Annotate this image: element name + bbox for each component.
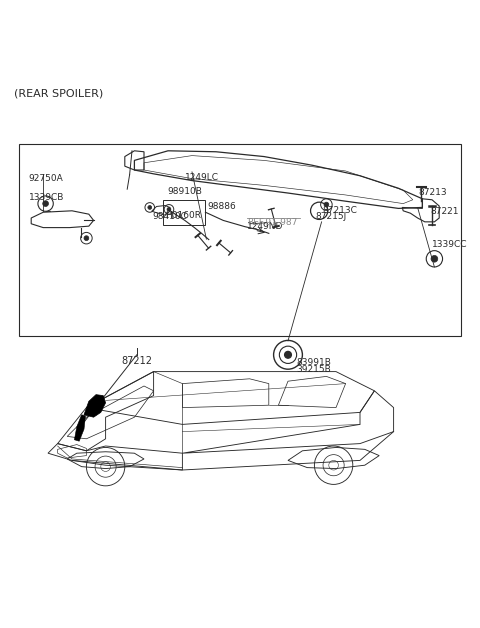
Circle shape [431, 256, 438, 262]
Polygon shape [84, 394, 106, 417]
Circle shape [43, 201, 48, 207]
Text: 98410C: 98410C [153, 212, 188, 221]
Circle shape [84, 236, 89, 241]
Text: 87213: 87213 [419, 188, 447, 197]
Circle shape [148, 205, 152, 209]
Text: (REAR SPOILER): (REAR SPOILER) [14, 89, 104, 99]
Text: 98886: 98886 [207, 202, 236, 211]
Text: 1249LC: 1249LC [185, 173, 219, 182]
Circle shape [167, 207, 171, 211]
Bar [19, 144, 461, 335]
Text: 1339CC: 1339CC [432, 240, 468, 249]
Text: H0160R: H0160R [165, 212, 201, 220]
Circle shape [324, 202, 329, 207]
Text: 98910B: 98910B [167, 187, 202, 196]
Text: 83991B: 83991B [297, 358, 332, 367]
Text: 87221: 87221 [430, 207, 458, 217]
Text: 1339CB: 1339CB [29, 193, 64, 202]
Text: 87215J: 87215J [316, 212, 347, 221]
Text: 87213C: 87213C [323, 205, 358, 215]
Circle shape [285, 352, 291, 358]
Text: 92750A: 92750A [29, 174, 63, 183]
Text: 87212: 87212 [121, 355, 152, 365]
Polygon shape [74, 415, 85, 441]
Text: 39215B: 39215B [297, 365, 331, 374]
Text: 1249ND: 1249ND [247, 222, 283, 231]
Bar [163, 200, 205, 225]
Text: REF.91-987: REF.91-987 [247, 218, 297, 227]
